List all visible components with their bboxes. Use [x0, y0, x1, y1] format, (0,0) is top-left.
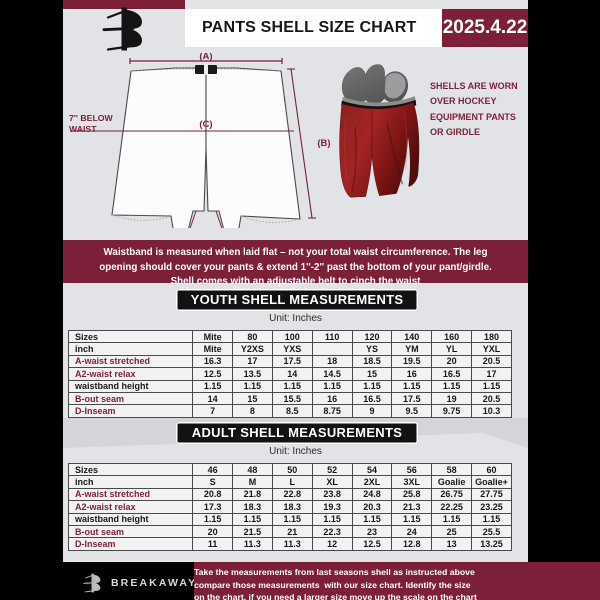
svg-text:7'' BELOW: 7'' BELOW — [69, 113, 114, 123]
svg-text:(A): (A) — [199, 53, 212, 62]
svg-text:WAIST: WAIST — [69, 124, 97, 134]
svg-text:(B): (B) — [317, 138, 330, 149]
svg-text:(C): (C) — [199, 119, 212, 130]
